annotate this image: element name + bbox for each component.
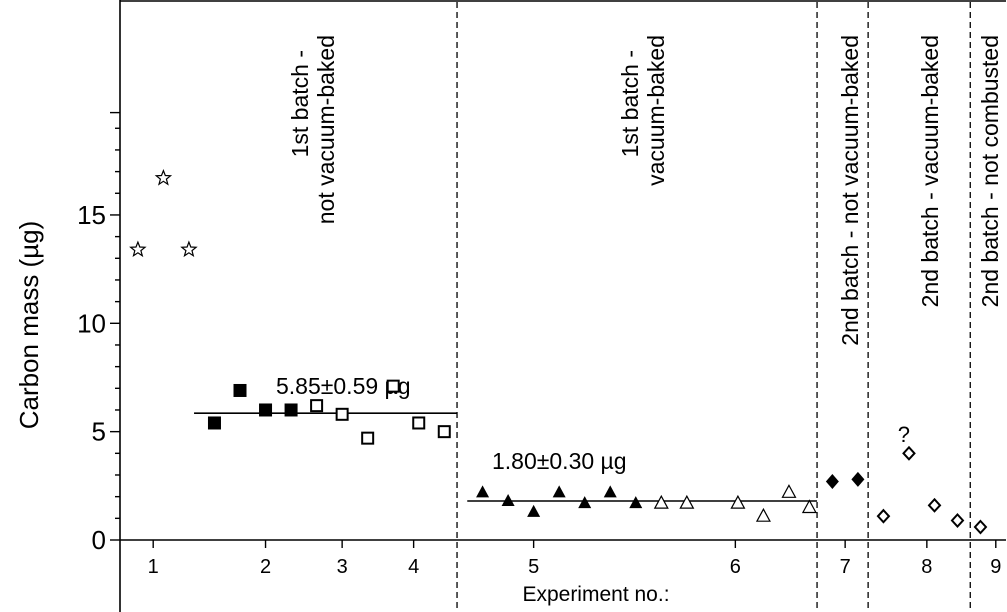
y-tick-label: 10 — [77, 308, 106, 338]
diamond-marker-filled — [851, 471, 865, 487]
triangle-marker-filled — [476, 485, 490, 498]
triangle-marker-open — [679, 494, 695, 509]
axes: 0 5 10 15 1 2 3 4 5 6 7 8 9 — [77, 0, 1006, 612]
data-points — [129, 168, 988, 535]
star-marker — [180, 240, 198, 258]
x-tick-label: 6 — [730, 556, 741, 578]
x-tick-label: 5 — [528, 556, 539, 578]
triangle-marker-filled — [501, 493, 515, 506]
square-marker-filled — [259, 403, 273, 417]
x-tick-label: 3 — [337, 556, 348, 578]
square-marker-filled — [284, 403, 298, 417]
region-label-line2: vacuum-baked — [643, 35, 669, 186]
triangle-marker-filled — [527, 504, 541, 517]
diamond-marker-open — [876, 508, 891, 524]
region-label-line2: not vacuum-baked — [313, 35, 339, 224]
x-tick-label: 4 — [408, 556, 419, 578]
triangle-marker-open — [755, 507, 771, 522]
region-label: 1st batch - vacuum-baked — [617, 35, 669, 186]
annotation: ? — [898, 422, 910, 447]
diamond-marker-open — [973, 519, 988, 535]
mean-label: 1.80±0.30 µg — [492, 448, 627, 474]
triangle-marker-open — [781, 484, 797, 498]
square-marker-open — [310, 399, 324, 413]
square-marker-open — [437, 425, 451, 439]
triangle-marker-filled — [552, 485, 566, 498]
diamond-marker-open — [902, 445, 916, 461]
triangle-marker-filled — [629, 496, 643, 509]
star-marker — [129, 240, 147, 258]
region-label: 2nd batch - vacuum-baked — [917, 35, 943, 307]
x-tick-label: 8 — [921, 556, 932, 578]
mean-lines: 5.85±0.59 µg1.80±0.30 µg — [194, 373, 818, 502]
square-marker-open — [361, 431, 375, 445]
region-label: 2nd batch - not vacuum-baked — [837, 35, 863, 346]
square-marker-filled — [233, 383, 247, 397]
triangle-marker-open — [730, 494, 746, 509]
y-axis-label: Carbon mass (µg) — [14, 221, 44, 430]
diamond-marker-open — [950, 513, 965, 528]
x-tick-label: 2 — [260, 556, 271, 578]
region-label-line1: 1st batch - — [287, 50, 313, 157]
x-tick-label: 7 — [840, 556, 851, 578]
triangle-marker-filled — [603, 485, 617, 498]
region-label-line1: 1st batch - — [617, 50, 643, 157]
square-marker-open — [386, 379, 400, 393]
region-label: 2nd batch - not combusted — [977, 35, 1003, 307]
region-separators — [456, 2, 971, 612]
triangle-marker-filled — [578, 496, 592, 509]
y-tick-label: 0 — [92, 525, 106, 555]
region-label-line1: 2nd batch - vacuum-baked — [917, 35, 943, 307]
region-label: 1st batch - not vacuum-baked — [287, 35, 339, 224]
x-tick-label: 9 — [990, 556, 1001, 578]
diamond-marker-filled — [825, 473, 839, 489]
x-tick-label: 1 — [148, 556, 159, 578]
square-marker-filled — [207, 416, 221, 430]
square-marker-open — [335, 407, 349, 421]
triangle-marker-open — [801, 499, 817, 514]
y-tick-label: 5 — [92, 417, 106, 447]
region-label-line1: 2nd batch - not combusted — [977, 35, 1003, 307]
region-label-line1: 2nd batch - not vacuum-baked — [837, 35, 863, 346]
chart-text: 1st batch - not vacuum-baked 1st batch - va… — [287, 35, 1003, 447]
star-marker — [154, 168, 173, 186]
triangle-marker-open — [653, 494, 669, 509]
square-marker-open — [412, 416, 426, 430]
y-tick-label: 15 — [77, 200, 106, 230]
diamond-marker-open — [927, 497, 942, 513]
x-axis-label: Experiment no.: — [522, 583, 669, 606]
